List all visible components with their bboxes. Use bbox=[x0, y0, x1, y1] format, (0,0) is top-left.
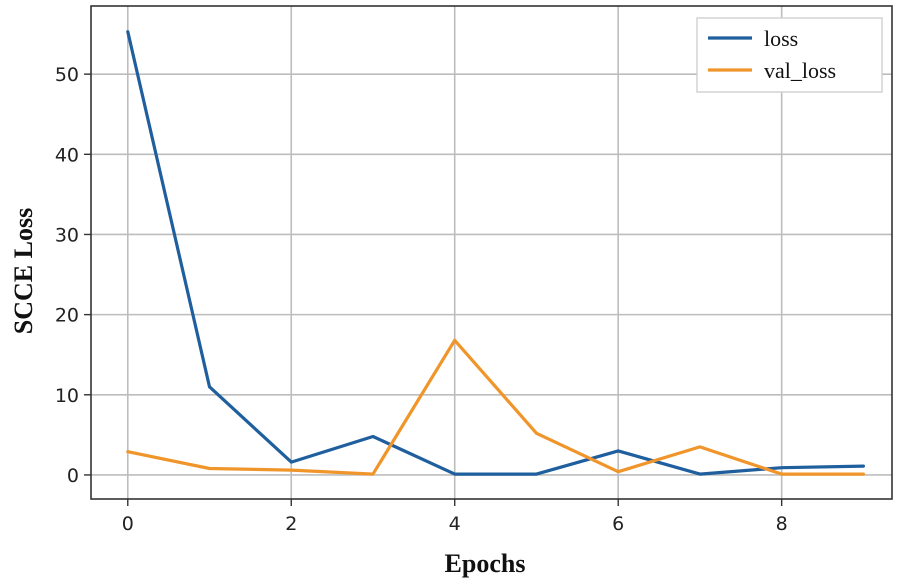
y-tick-label: 0 bbox=[67, 465, 79, 487]
axis-ticks: 0 2 4 6 8 0 10 20 30 40 50 bbox=[55, 64, 788, 535]
y-tick-label: 20 bbox=[55, 305, 79, 327]
x-tick-label: 6 bbox=[612, 513, 624, 535]
x-tick-label: 8 bbox=[776, 513, 788, 535]
x-tick-label: 0 bbox=[122, 513, 134, 535]
x-tick-label: 4 bbox=[449, 513, 461, 535]
legend-label-loss: loss bbox=[764, 26, 798, 51]
legend: loss val_loss bbox=[696, 17, 883, 93]
y-tick-label: 50 bbox=[55, 64, 79, 86]
plot-frame bbox=[90, 5, 893, 500]
y-axis-title: SCCE Loss bbox=[9, 208, 38, 334]
y-tick-label: 10 bbox=[55, 385, 79, 407]
x-tick-label: 2 bbox=[285, 513, 297, 535]
series-lines bbox=[126, 30, 866, 476]
legend-label-val-loss: val_loss bbox=[764, 58, 836, 83]
series-line-val-loss bbox=[126, 338, 866, 476]
y-tick-label: 30 bbox=[55, 224, 79, 246]
series-line-loss bbox=[126, 30, 866, 476]
y-tick-label: 40 bbox=[55, 144, 79, 166]
x-axis-title: Epochs bbox=[445, 549, 526, 578]
